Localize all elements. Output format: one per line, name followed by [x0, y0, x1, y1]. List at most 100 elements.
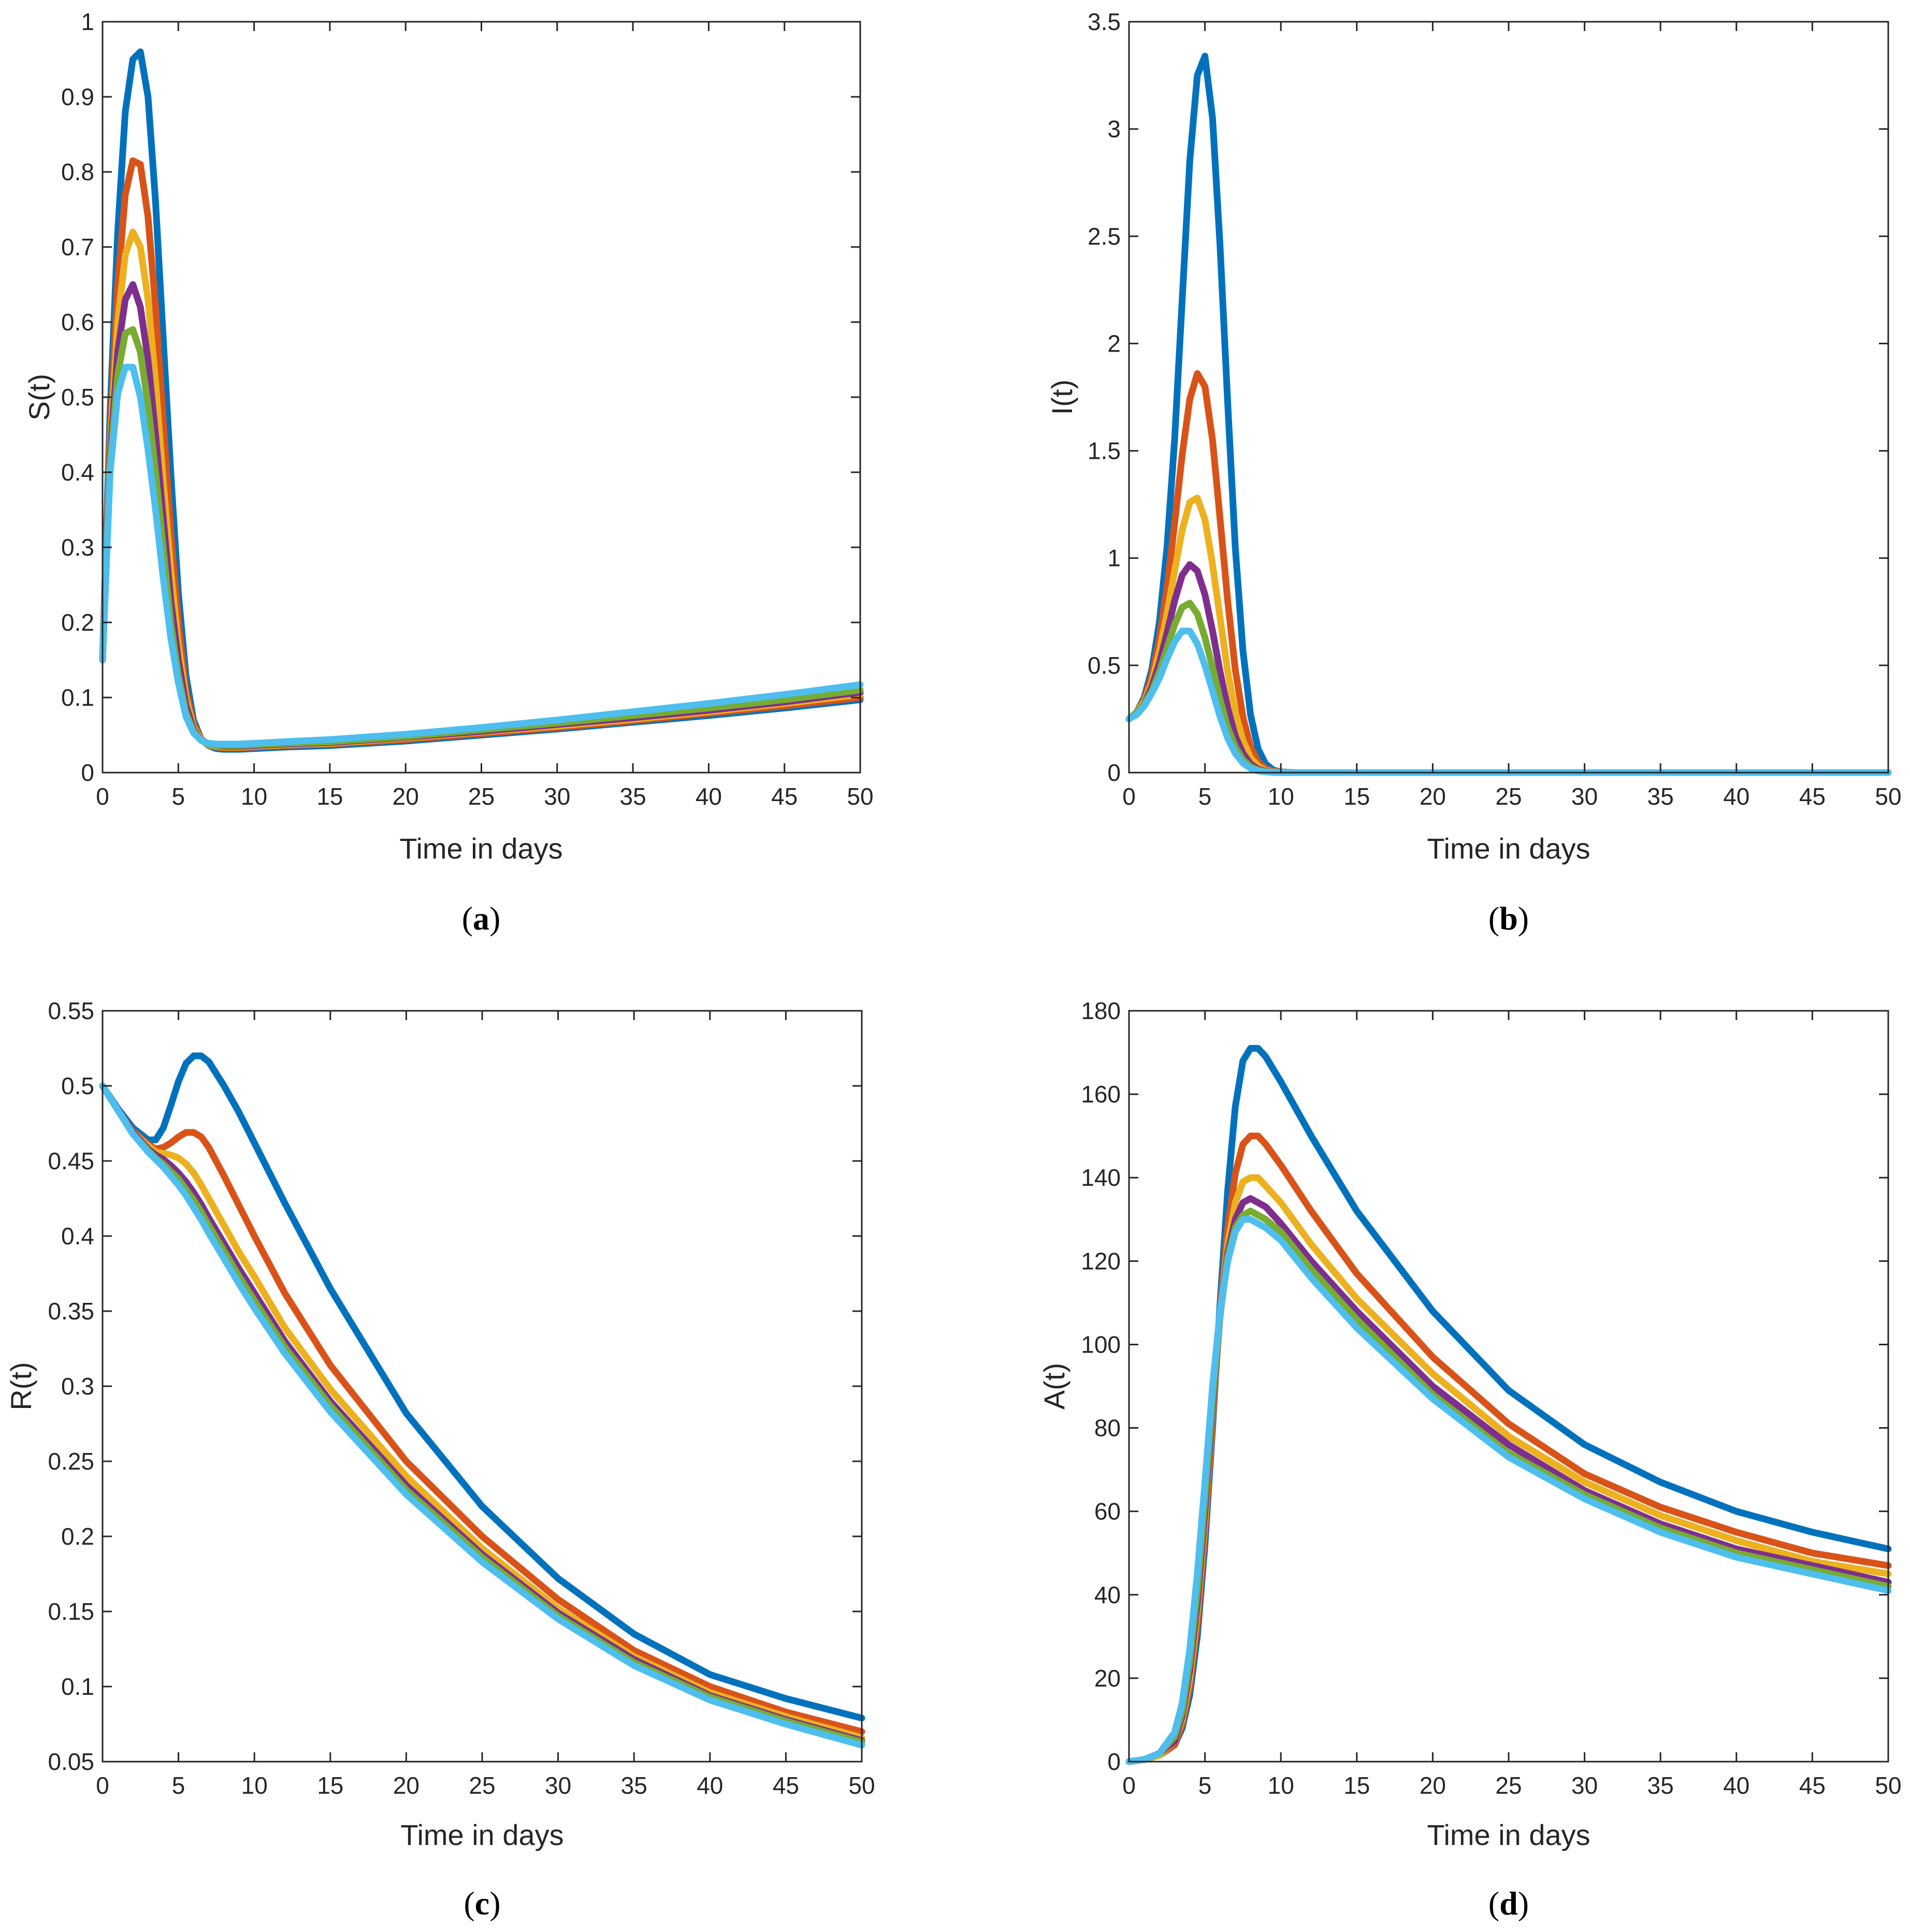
y-tick-label-d: 20: [1094, 1665, 1121, 1692]
caption-a: (a): [462, 900, 501, 937]
y-tick-label-a: 0.3: [61, 534, 94, 561]
ylabel-d: A(t): [1038, 1363, 1070, 1410]
x-tick-label-b: 45: [1799, 783, 1826, 810]
y-tick-label-c: 0.15: [48, 1598, 94, 1625]
caption-b: (b): [1488, 900, 1529, 937]
y-tick-label-b: 1.5: [1088, 438, 1121, 464]
x-tick-label-a: 5: [172, 783, 185, 810]
ylabel-a: S(t): [23, 374, 55, 420]
y-tick-label-c: 0.05: [48, 1748, 94, 1775]
y-tick-label-b: 1: [1107, 545, 1121, 572]
plot-area-b: 0 5 10 15 20 25 30 35 40 45 50 0 0.5 1 1.5 2 2.5 3 3.5: [1088, 8, 1902, 810]
x-tick-label-d: 40: [1723, 1772, 1749, 1799]
y-tick-label-c: 0.5: [61, 1072, 94, 1099]
xlabel-c: Time in days: [400, 1819, 563, 1851]
panel-a: 0 5 10 15 20 25 30 35 40 45 50 0 0.1 0.2 0.3 0.4 0.5 0.6 0…: [23, 8, 874, 937]
series-line-c-blue: [99, 1052, 865, 1722]
y-tick-label-a: 0: [81, 759, 94, 786]
x-tick-label-a: 15: [316, 783, 343, 810]
y-tick-label-a: 0.9: [61, 83, 94, 110]
caption-letter-b: b: [1499, 900, 1518, 937]
y-tick-label-b: 0: [1107, 759, 1121, 786]
y-tick-label-c: 0.2: [61, 1523, 94, 1550]
series-line-c-cyan: [99, 1082, 865, 1749]
y-tick-label-d: 60: [1094, 1498, 1121, 1525]
x-tick-label-c: 50: [848, 1772, 875, 1799]
x-tick-label-b: 40: [1723, 783, 1749, 810]
x-tick-label-a: 35: [620, 783, 646, 810]
y-tick-label-a: 0.6: [61, 309, 94, 336]
x-tick-label-a: 40: [696, 783, 722, 810]
caption-letter-a: a: [473, 900, 489, 937]
x-tick-label-d: 20: [1420, 1772, 1446, 1799]
series-line-a-cyan: [99, 364, 864, 748]
panel-c: 0 5 10 15 20 25 30 35 40 45 50 0.05 0.1 0.15 0.2 0.25 0.…: [5, 997, 875, 1922]
y-tick-label-c: 0.45: [48, 1147, 94, 1174]
y-tick-label-c: 0.4: [61, 1223, 94, 1250]
y-tick-label-d: 180: [1081, 997, 1121, 1024]
y-tick-label-a: 0.4: [61, 459, 94, 486]
x-tick-label-b: 50: [1875, 783, 1901, 810]
x-tick-label-a: 10: [241, 783, 267, 810]
plot-area-a: 0 5 10 15 20 25 30 35 40 45 50 0 0.1 0.2 0.3 0.4 0.5 0.6 0…: [61, 8, 874, 810]
y-tick-label-d: 80: [1094, 1415, 1121, 1442]
x-tick-label-a: 0: [96, 783, 109, 810]
y-tick-label-a: 0.2: [61, 609, 94, 636]
caption-d: (d): [1488, 1885, 1529, 1922]
y-tick-label-c: 0.35: [48, 1298, 94, 1325]
x-tick-label-d: 0: [1122, 1772, 1136, 1799]
caption-letter-c: c: [475, 1885, 489, 1922]
y-tick-label-a: 0.8: [61, 158, 94, 185]
y-tick-label-d: 140: [1081, 1164, 1121, 1191]
y-tick-label-a: 0.7: [61, 234, 94, 260]
caption-c: (c): [464, 1885, 500, 1922]
x-tick-label-b: 5: [1198, 783, 1212, 810]
x-tick-label-b: 25: [1495, 783, 1522, 810]
x-tick-label-a: 50: [847, 783, 873, 810]
x-tick-label-d: 35: [1647, 1772, 1674, 1799]
y-tick-label-d: 160: [1081, 1081, 1121, 1108]
y-tick-label-d: 120: [1081, 1247, 1121, 1274]
x-tick-label-c: 25: [469, 1772, 495, 1799]
caption-letter-d: d: [1499, 1885, 1518, 1922]
y-tick-label-b: 3: [1107, 115, 1121, 142]
x-tick-label-b: 10: [1268, 783, 1294, 810]
x-tick-label-b: 20: [1420, 783, 1446, 810]
y-tick-label-d: 100: [1081, 1331, 1121, 1358]
x-tick-label-b: 35: [1647, 783, 1674, 810]
y-tick-label-d: 0: [1107, 1748, 1121, 1775]
plot-area-d: 0 5 10 15 20 25 30 35 40 45 50 0 20 40 60 80 100 120 140 16…: [1081, 997, 1901, 1799]
xlabel-d: Time in days: [1427, 1819, 1590, 1851]
ylabel-b: I(t): [1046, 380, 1078, 415]
series-line-d-cyan: [1125, 1216, 1892, 1765]
panel-b: 0 5 10 15 20 25 30 35 40 45 50 0 0.5 1 1.5 2 2.5 3 3.5 I(t…: [1046, 8, 1902, 937]
y-tick-label-a: 1: [81, 8, 94, 35]
y-tick-label-a: 0.1: [61, 684, 94, 711]
x-tick-label-d: 30: [1571, 1772, 1598, 1799]
y-tick-label-b: 2: [1107, 330, 1121, 357]
x-tick-label-c: 0: [96, 1772, 109, 1799]
x-tick-label-d: 45: [1799, 1772, 1826, 1799]
ylabel-c: R(t): [5, 1362, 37, 1410]
y-tick-label-c: 0.1: [61, 1673, 94, 1700]
x-tick-label-c: 15: [317, 1772, 343, 1799]
x-tick-label-d: 10: [1268, 1772, 1294, 1799]
y-tick-label-d: 40: [1094, 1581, 1121, 1608]
x-tick-label-c: 35: [621, 1772, 647, 1799]
x-tick-label-d: 50: [1875, 1772, 1901, 1799]
x-tick-label-c: 40: [697, 1772, 723, 1799]
y-tick-label-c: 0.25: [48, 1448, 94, 1475]
x-tick-label-b: 30: [1571, 783, 1598, 810]
x-tick-label-c: 45: [773, 1772, 799, 1799]
panel-d: 0 5 10 15 20 25 30 35 40 45 50 0 20 40 60 80 100 120 140 16…: [1038, 997, 1902, 1922]
y-tick-label-b: 2.5: [1088, 223, 1121, 250]
y-tick-label-a: 0.5: [61, 384, 94, 411]
x-tick-label-a: 30: [544, 783, 570, 810]
x-tick-label-d: 25: [1495, 1772, 1522, 1799]
plot-area-c: 0 5 10 15 20 25 30 35 40 45 50 0.05 0.1 0.15 0.2 0.25 0.…: [48, 997, 875, 1799]
y-tick-label-c: 0.55: [48, 997, 94, 1024]
x-tick-label-a: 25: [468, 783, 495, 810]
x-tick-label-a: 45: [771, 783, 798, 810]
xlabel-a: Time in days: [399, 832, 562, 865]
x-tick-label-c: 10: [241, 1772, 268, 1799]
